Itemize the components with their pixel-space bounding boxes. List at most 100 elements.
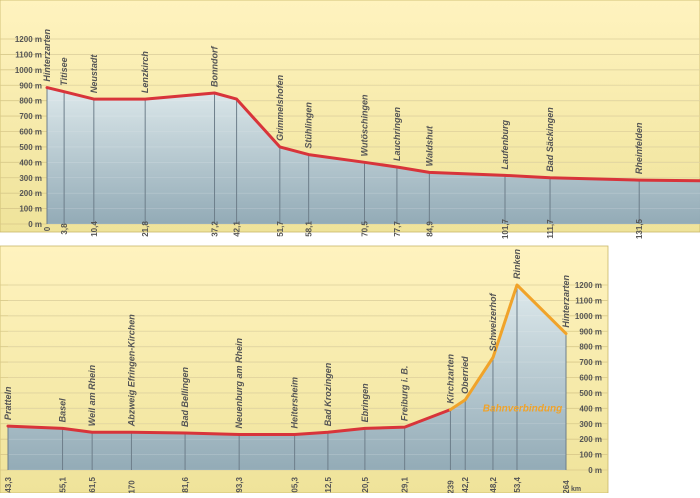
y-tick-label-900: 900 m <box>19 81 42 90</box>
km-label-161-5: 161,5 <box>88 476 97 493</box>
station-name-bonndorf: Bonndorf <box>210 45 220 86</box>
km-label-220-5: 220,5 <box>361 476 370 493</box>
top-y-axis: 0 m 100 m 200 m 300 m 400 m 500 m 600 m 700 m 80… <box>15 35 42 229</box>
km-label-264: 264 <box>562 480 571 493</box>
station-name-grimmelshofen: Grimmelshofen <box>275 74 285 141</box>
km-label-239: 239 <box>446 480 455 493</box>
station-name-bad-bellingen: Bad Bellingen <box>180 366 190 427</box>
station-name-oberried: Oberried <box>460 356 470 394</box>
y-tick-label-600: 600 m <box>579 374 602 383</box>
x-axis-unit-label: km <box>571 486 581 493</box>
bottom-y-axis: 0 m 100 m 200 m 300 m 400 m 500 m 600 m 700 m 80… <box>575 281 602 475</box>
km-label-58-1: 58,1 <box>305 221 314 237</box>
y-tick-label-500: 500 m <box>19 143 42 152</box>
km-label-101-7: 101,7 <box>501 218 510 239</box>
station-name-lenzkirch: Lenzkirch <box>140 51 150 94</box>
y-tick-label-1000: 1000 m <box>15 66 42 75</box>
y-tick-label-700: 700 m <box>19 112 42 121</box>
station-name-bad-krozingen: Bad Krozingen <box>323 362 333 426</box>
y-tick-label-1100: 1100 m <box>15 50 42 59</box>
top-station-lines <box>46 87 640 224</box>
y-tick-label-500: 500 m <box>579 389 602 398</box>
bottom-station-labels: Pratteln 143,3 Basel 155,1 Weil am Rhein 161,… <box>3 248 571 497</box>
station-name-rheinfelden: Rheinfelden <box>634 122 644 174</box>
km-label-205-3: 205,3 <box>291 476 300 493</box>
top-profile-line <box>45 86 700 183</box>
station-name-neustadt: Neustadt <box>89 54 99 94</box>
y-tick-label-0: 0 m <box>588 466 602 475</box>
bottom-station-lines <box>7 285 567 470</box>
y-tick-label-200: 200 m <box>19 189 42 198</box>
km-label-84-9: 84,9 <box>425 221 434 237</box>
station-name-titisee: Titisee <box>59 57 69 85</box>
y-tick-label-800: 800 m <box>19 97 42 106</box>
y-tick-label-1100: 1100 m <box>575 296 602 305</box>
y-tick-label-600: 600 m <box>19 128 42 137</box>
y-tick-label-1200: 1200 m <box>575 281 602 290</box>
km-label-131-5: 131,5 <box>635 218 644 239</box>
station-name-hinterzarten: Hinterzarten <box>561 275 571 328</box>
km-label-3-8: 3,8 <box>60 223 69 235</box>
y-tick-label-300: 300 m <box>579 420 602 429</box>
station-name-waldshut: Waldshut <box>424 125 434 166</box>
station-name-hinterzarten: Hinterzarten <box>42 29 52 82</box>
y-tick-label-900: 900 m <box>579 327 602 336</box>
km-label-37-2: 37,2 <box>211 221 220 237</box>
km-label-242-2: 242,2 <box>461 476 470 493</box>
station-name-basel: Basel <box>58 398 68 423</box>
station-name-bad-s-ckingen: Bad Säckingen <box>545 107 555 172</box>
y-tick-label-300: 300 m <box>19 174 42 183</box>
km-label-248-2: 248,2 <box>489 476 498 493</box>
top-terrain-area <box>47 87 700 224</box>
station-name-rinken: Rinken <box>512 248 522 279</box>
bottom-terrain-area <box>8 285 566 470</box>
y-tick-label-700: 700 m <box>579 358 602 367</box>
y-tick-label-1000: 1000 m <box>575 312 602 321</box>
km-label-155-1: 155,1 <box>59 476 68 493</box>
y-tick-label-0: 0 m <box>28 220 42 229</box>
y-tick-label-400: 400 m <box>579 404 602 413</box>
station-name-freiburg-i-b: Freiburg i. B. <box>400 366 410 422</box>
station-name-st-hlingen: Stühlingen <box>304 102 314 149</box>
y-tick-label-400: 400 m <box>19 158 42 167</box>
km-label-212-5: 212,5 <box>324 476 333 493</box>
station-name-lauchringen: Lauchringen <box>392 106 402 161</box>
y-tick-label-100: 100 m <box>19 205 42 214</box>
station-name-wut-schingen: Wutöschingen <box>359 94 369 156</box>
km-label-0: 0 <box>43 226 52 231</box>
bottom-profile-chart: 0 m 100 m 200 m 300 m 400 m 500 m 600 m 700 m 80… <box>0 245 609 497</box>
km-label-51-7: 51,7 <box>276 221 285 237</box>
station-name-neuenburg-am-rhein: Neuenburg am Rhein <box>234 338 244 429</box>
y-tick-label-100: 100 m <box>579 451 602 460</box>
station-name-pratteln: Pratteln <box>3 386 13 420</box>
rail-profile-line <box>6 408 452 436</box>
km-label-42-1: 42,1 <box>233 221 242 237</box>
km-label-111-7: 111,7 <box>546 219 555 239</box>
top-profile-chart: 0 m 100 m 200 m 300 m 400 m 500 m 600 m 700 m 80… <box>0 0 700 239</box>
station-name-ebringen: Ebringen <box>360 383 370 423</box>
station-name-kirchzarten: Kirchzarten <box>445 354 455 404</box>
station-name-weil-am-rhein: Weil am Rhein <box>87 364 97 426</box>
km-label-143-3: 143,3 <box>4 476 13 493</box>
y-tick-label-200: 200 m <box>579 435 602 444</box>
station-name-abzweig-efringen-kirchen: Abzweig Efringen-Kirchen <box>126 314 136 428</box>
km-label-229-1: 229,1 <box>401 476 410 493</box>
station-name-schweizerhof: Schweizerhof <box>488 292 498 351</box>
km-label-181-6: 181,6 <box>181 476 190 493</box>
km-label-170: 170 <box>127 480 136 493</box>
connection-annotation: Bahnverbindung <box>483 403 562 414</box>
connection-profile-line <box>448 283 568 412</box>
km-label-193-3: 193,3 <box>235 476 244 493</box>
station-name-heitersheim: Heitersheim <box>290 377 300 429</box>
km-label-253-4: 253,4 <box>513 476 522 493</box>
km-label-77-7: 77,7 <box>393 221 402 237</box>
y-tick-label-800: 800 m <box>579 343 602 352</box>
top-station-labels: Hinterzarten 0 Titisee 3,8 Neustadt 10,4 Lenzk… <box>42 29 644 239</box>
km-label-21-8: 21,8 <box>141 221 150 237</box>
km-label-70-5: 70,5 <box>360 221 369 237</box>
y-tick-label-1200: 1200 m <box>15 35 42 44</box>
km-label-10-4: 10,4 <box>90 221 99 237</box>
station-name-laufenburg: Laufenburg <box>500 119 510 169</box>
